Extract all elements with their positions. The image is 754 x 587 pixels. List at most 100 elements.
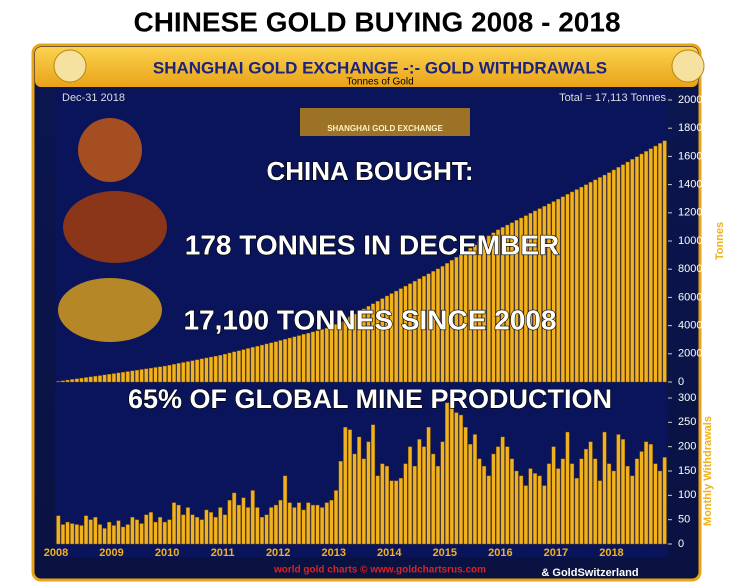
bar <box>56 515 61 545</box>
bar <box>111 525 116 545</box>
bar <box>204 357 209 383</box>
bar <box>371 303 376 383</box>
bar <box>380 463 385 545</box>
bar <box>255 507 260 545</box>
bar <box>440 266 445 383</box>
bar <box>459 414 464 545</box>
bar <box>209 512 214 545</box>
bar <box>658 470 663 545</box>
bar <box>579 186 584 383</box>
bar <box>384 465 389 545</box>
total-label: Total = 17,113 Tonnes <box>559 92 666 104</box>
y-tick-label: 0 <box>678 376 684 388</box>
bar <box>74 378 79 383</box>
bar <box>324 502 329 545</box>
bar <box>144 514 149 545</box>
bar <box>556 198 561 383</box>
bar <box>505 224 510 383</box>
overlay-text: 178 TONNES IN DECEMBER <box>185 229 559 260</box>
bar <box>139 369 144 383</box>
bar <box>607 463 612 545</box>
bar <box>435 465 440 545</box>
bar <box>320 507 325 545</box>
y-tick-label: 18000 <box>678 122 709 134</box>
bar <box>357 436 362 545</box>
bar <box>565 194 570 383</box>
bar <box>121 526 126 545</box>
bar <box>236 350 241 383</box>
bar <box>153 521 158 545</box>
bar <box>597 177 602 383</box>
bar <box>431 271 436 383</box>
bar <box>551 446 556 545</box>
bar <box>514 470 519 545</box>
bar <box>130 370 135 383</box>
credit: world gold charts © www.goldchartsrus.co… <box>273 565 486 576</box>
bar <box>634 458 639 545</box>
bar <box>602 431 607 545</box>
bar <box>482 238 487 383</box>
bar <box>574 189 579 383</box>
bar <box>648 444 653 545</box>
bar <box>352 453 357 545</box>
bar <box>273 504 278 545</box>
bar <box>301 334 306 383</box>
bar <box>459 253 464 383</box>
bar <box>486 475 491 545</box>
bar <box>222 514 227 545</box>
bar <box>653 145 658 383</box>
header-band <box>35 47 698 87</box>
bar <box>583 184 589 383</box>
date-label: Dec-31 2018 <box>62 92 125 104</box>
bar <box>144 368 149 383</box>
bar <box>79 377 84 383</box>
bar <box>273 341 278 383</box>
bar <box>472 244 477 383</box>
bar <box>468 444 473 545</box>
bar <box>616 167 621 383</box>
x-tick-label: 2015 <box>433 547 457 559</box>
y-tick-label: 20000 <box>678 94 709 106</box>
bar <box>158 517 163 545</box>
bar <box>107 521 112 545</box>
y-axis-label: Tonnes <box>714 222 726 260</box>
bar <box>246 348 251 383</box>
bar <box>593 179 598 383</box>
bar <box>287 337 292 383</box>
bar <box>546 203 551 383</box>
bar <box>315 504 320 545</box>
bar <box>611 169 616 383</box>
bar <box>162 365 167 383</box>
bar <box>366 306 371 383</box>
bar <box>519 217 524 383</box>
bar <box>227 500 232 545</box>
bar <box>588 182 593 383</box>
bar <box>597 480 602 545</box>
bar <box>88 376 93 383</box>
logo-box <box>300 108 470 136</box>
bar <box>542 485 547 545</box>
y-tick-label: 50 <box>678 514 690 526</box>
y-tick-label: 300 <box>678 392 696 404</box>
bar <box>162 521 167 545</box>
bar <box>97 524 102 545</box>
bar <box>185 361 190 383</box>
chart-title: SHANGHAI GOLD EXCHANGE -:- GOLD WITHDRAW… <box>153 58 607 77</box>
bar <box>403 285 408 383</box>
bar <box>408 283 413 383</box>
bar <box>375 475 380 545</box>
y-tick-label: 10000 <box>678 235 709 247</box>
bar <box>491 232 496 383</box>
bar <box>125 371 130 383</box>
bar <box>320 329 325 383</box>
bar <box>259 517 264 545</box>
bar <box>634 156 639 383</box>
bar <box>426 273 431 383</box>
bar <box>412 465 417 545</box>
bar <box>209 356 214 383</box>
x-tick-label: 2012 <box>266 547 290 559</box>
bar <box>384 295 389 383</box>
bar <box>509 458 514 545</box>
bar <box>500 227 505 383</box>
bar <box>361 458 366 545</box>
